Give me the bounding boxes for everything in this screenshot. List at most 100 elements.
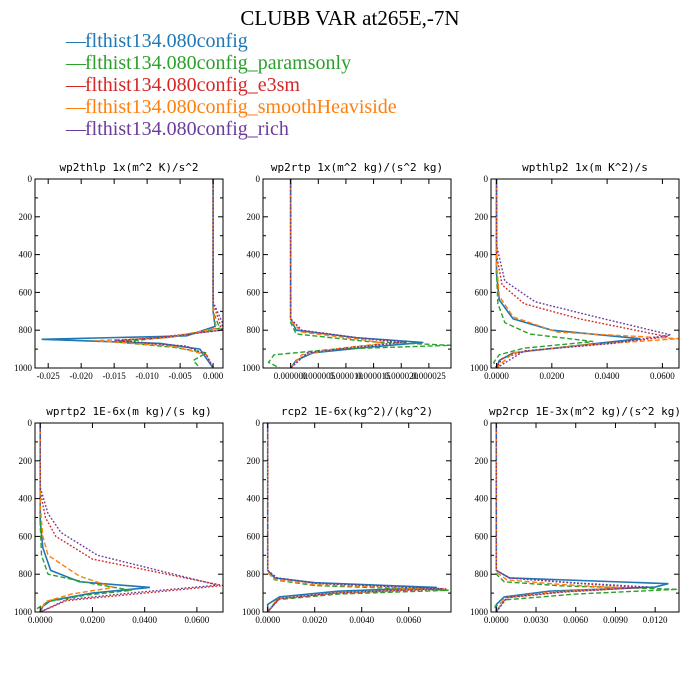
x-tick-label: 0.0400	[132, 615, 157, 625]
x-tick-label: 0.0400	[595, 371, 620, 381]
y-tick-label: 600	[19, 531, 33, 541]
x-tick-label: 0.0020	[302, 615, 327, 625]
legend-entry: —flthist134.080config	[66, 30, 397, 52]
y-tick-label: 1000	[470, 363, 489, 373]
series-line-1	[495, 179, 641, 368]
y-tick-label: 600	[475, 287, 489, 297]
y-tick-label: 0	[28, 174, 33, 184]
y-tick-label: 200	[19, 212, 33, 222]
series-group	[266, 423, 449, 612]
legend-label: flthist134.080config_e3sm	[85, 74, 300, 96]
y-tick-label: 800	[475, 569, 489, 579]
series-group	[41, 179, 223, 368]
legend-label: flthist134.080config_smoothHeaviside	[85, 96, 397, 118]
y-tick-label: 400	[247, 250, 261, 260]
y-tick-label: 400	[475, 250, 489, 260]
series-line-5	[267, 423, 442, 612]
series-line-5	[289, 179, 407, 368]
subplot-title: wprtp2 1E-6x(m kg)/(s kg)	[46, 405, 212, 418]
x-tick-label: -0.025	[37, 371, 61, 381]
x-tick-label: 0.000020	[384, 371, 418, 381]
y-tick-label: 400	[475, 494, 489, 504]
subplot-title: rcp2 1E-6x(kg^2)/(kg^2)	[281, 405, 433, 418]
series-group	[494, 423, 678, 612]
x-tick-label: 0.0600	[185, 615, 210, 625]
subplot-3: wpthlp2 1x(m K^2)/s 0 200 400 600 800 10000.00…	[470, 161, 680, 381]
series-line-5	[39, 423, 218, 612]
y-tick-label: 200	[247, 212, 261, 222]
chart-title: CLUBB VAR at265E,-7N	[240, 6, 460, 30]
y-tick-label: 0	[28, 418, 33, 428]
series-line-3	[120, 179, 222, 368]
x-tick-label: -0.005	[168, 371, 192, 381]
legend: —flthist134.080config —flthist134.080conf…	[66, 30, 397, 140]
y-tick-label: 1000	[14, 363, 33, 373]
y-tick-label: 800	[247, 569, 261, 579]
y-tick-label: 200	[475, 212, 489, 222]
plot-frame	[34, 422, 224, 613]
y-tick-label: 0	[256, 174, 261, 184]
series-line-2	[492, 179, 594, 368]
y-tick-label: 800	[475, 325, 489, 335]
subplot-6: wp2rcp 1E-3x(m^2 kg)/(s^2 kg)0 200 400 600 8…	[470, 405, 681, 625]
x-tick-label: 0.000010	[329, 371, 363, 381]
series-line-3	[495, 179, 669, 368]
y-tick-label: 600	[475, 531, 489, 541]
y-tick-label: 600	[247, 287, 261, 297]
x-tick-label: -0.020	[70, 371, 94, 381]
series-line-2	[494, 423, 678, 612]
series-line-5	[495, 423, 649, 612]
x-tick-label: 0.0120	[643, 615, 668, 625]
y-tick-label: 600	[19, 287, 33, 297]
y-tick-label: 1000	[242, 363, 261, 373]
series-line-2	[267, 179, 451, 368]
y-tick-label: 400	[19, 494, 33, 504]
series-line-5	[495, 179, 671, 368]
x-tick-label: 0.000025	[412, 371, 446, 381]
legend-label: flthist134.080config_rich	[85, 118, 289, 140]
subplot-5: rcp2 1E-6x(kg^2)/(kg^2) 0 200 400 600 800 1000…	[242, 405, 452, 625]
x-tick-label: 0.0030	[524, 615, 549, 625]
series-line-1	[39, 423, 150, 612]
y-tick-label: 200	[475, 456, 489, 466]
y-tick-label: 1000	[14, 607, 33, 617]
y-tick-label: 200	[19, 456, 33, 466]
x-tick-label: 0.0000	[28, 615, 53, 625]
x-tick-label: 0.000	[203, 371, 224, 381]
x-tick-label: 0.0060	[396, 615, 421, 625]
legend-entry: —flthist134.080config_e3sm	[66, 74, 397, 96]
x-tick-label: 0.0060	[563, 615, 588, 625]
series-line-4	[289, 179, 385, 368]
series-group	[267, 179, 451, 368]
x-tick-label: 0.0040	[349, 615, 374, 625]
legend-entry: —flthist134.080config_rich	[66, 118, 397, 140]
series-line-1	[266, 423, 437, 612]
series-line-4	[39, 423, 114, 612]
x-tick-label: 0.0600	[650, 371, 675, 381]
x-tick-label: 0.000015	[357, 371, 391, 381]
y-tick-label: 400	[19, 250, 33, 260]
x-tick-label: -0.015	[103, 371, 127, 381]
legend-entry: —flthist134.080config_smoothHeaviside	[66, 96, 397, 118]
y-tick-label: 800	[19, 569, 33, 579]
series-group	[36, 423, 223, 612]
plot-frame	[490, 178, 680, 369]
y-tick-label: 600	[247, 531, 261, 541]
subplot-title: wp2rcp 1E-3x(m^2 kg)/(s^2 kg)	[489, 405, 681, 418]
series-line-4	[495, 179, 679, 368]
y-tick-label: 0	[484, 174, 489, 184]
subplot-2: wp2rtp 1x(m^2 kg)/(s^2 kg) 0 200 400 600 800 1…	[242, 161, 452, 381]
subplot-1: wp2thlp 1x(m^2 K)/s^2 0 200 400 600 800 1000 -0…	[14, 161, 224, 381]
series-line-2	[36, 423, 132, 612]
legend-label: flthist134.080config	[85, 30, 248, 52]
y-tick-label: 1000	[242, 607, 261, 617]
y-tick-label: 1000	[470, 607, 489, 617]
x-tick-label: 0.000000	[274, 371, 308, 381]
series-line-4	[495, 423, 623, 612]
x-tick-label: 0.0200	[80, 615, 105, 625]
subplot-title: wpthlp2 1x(m K^2)/s	[522, 161, 648, 174]
y-tick-label: 400	[247, 494, 261, 504]
x-tick-label: 0.000005	[301, 371, 335, 381]
subplot-title: wp2thlp 1x(m^2 K)/s^2	[59, 161, 198, 174]
